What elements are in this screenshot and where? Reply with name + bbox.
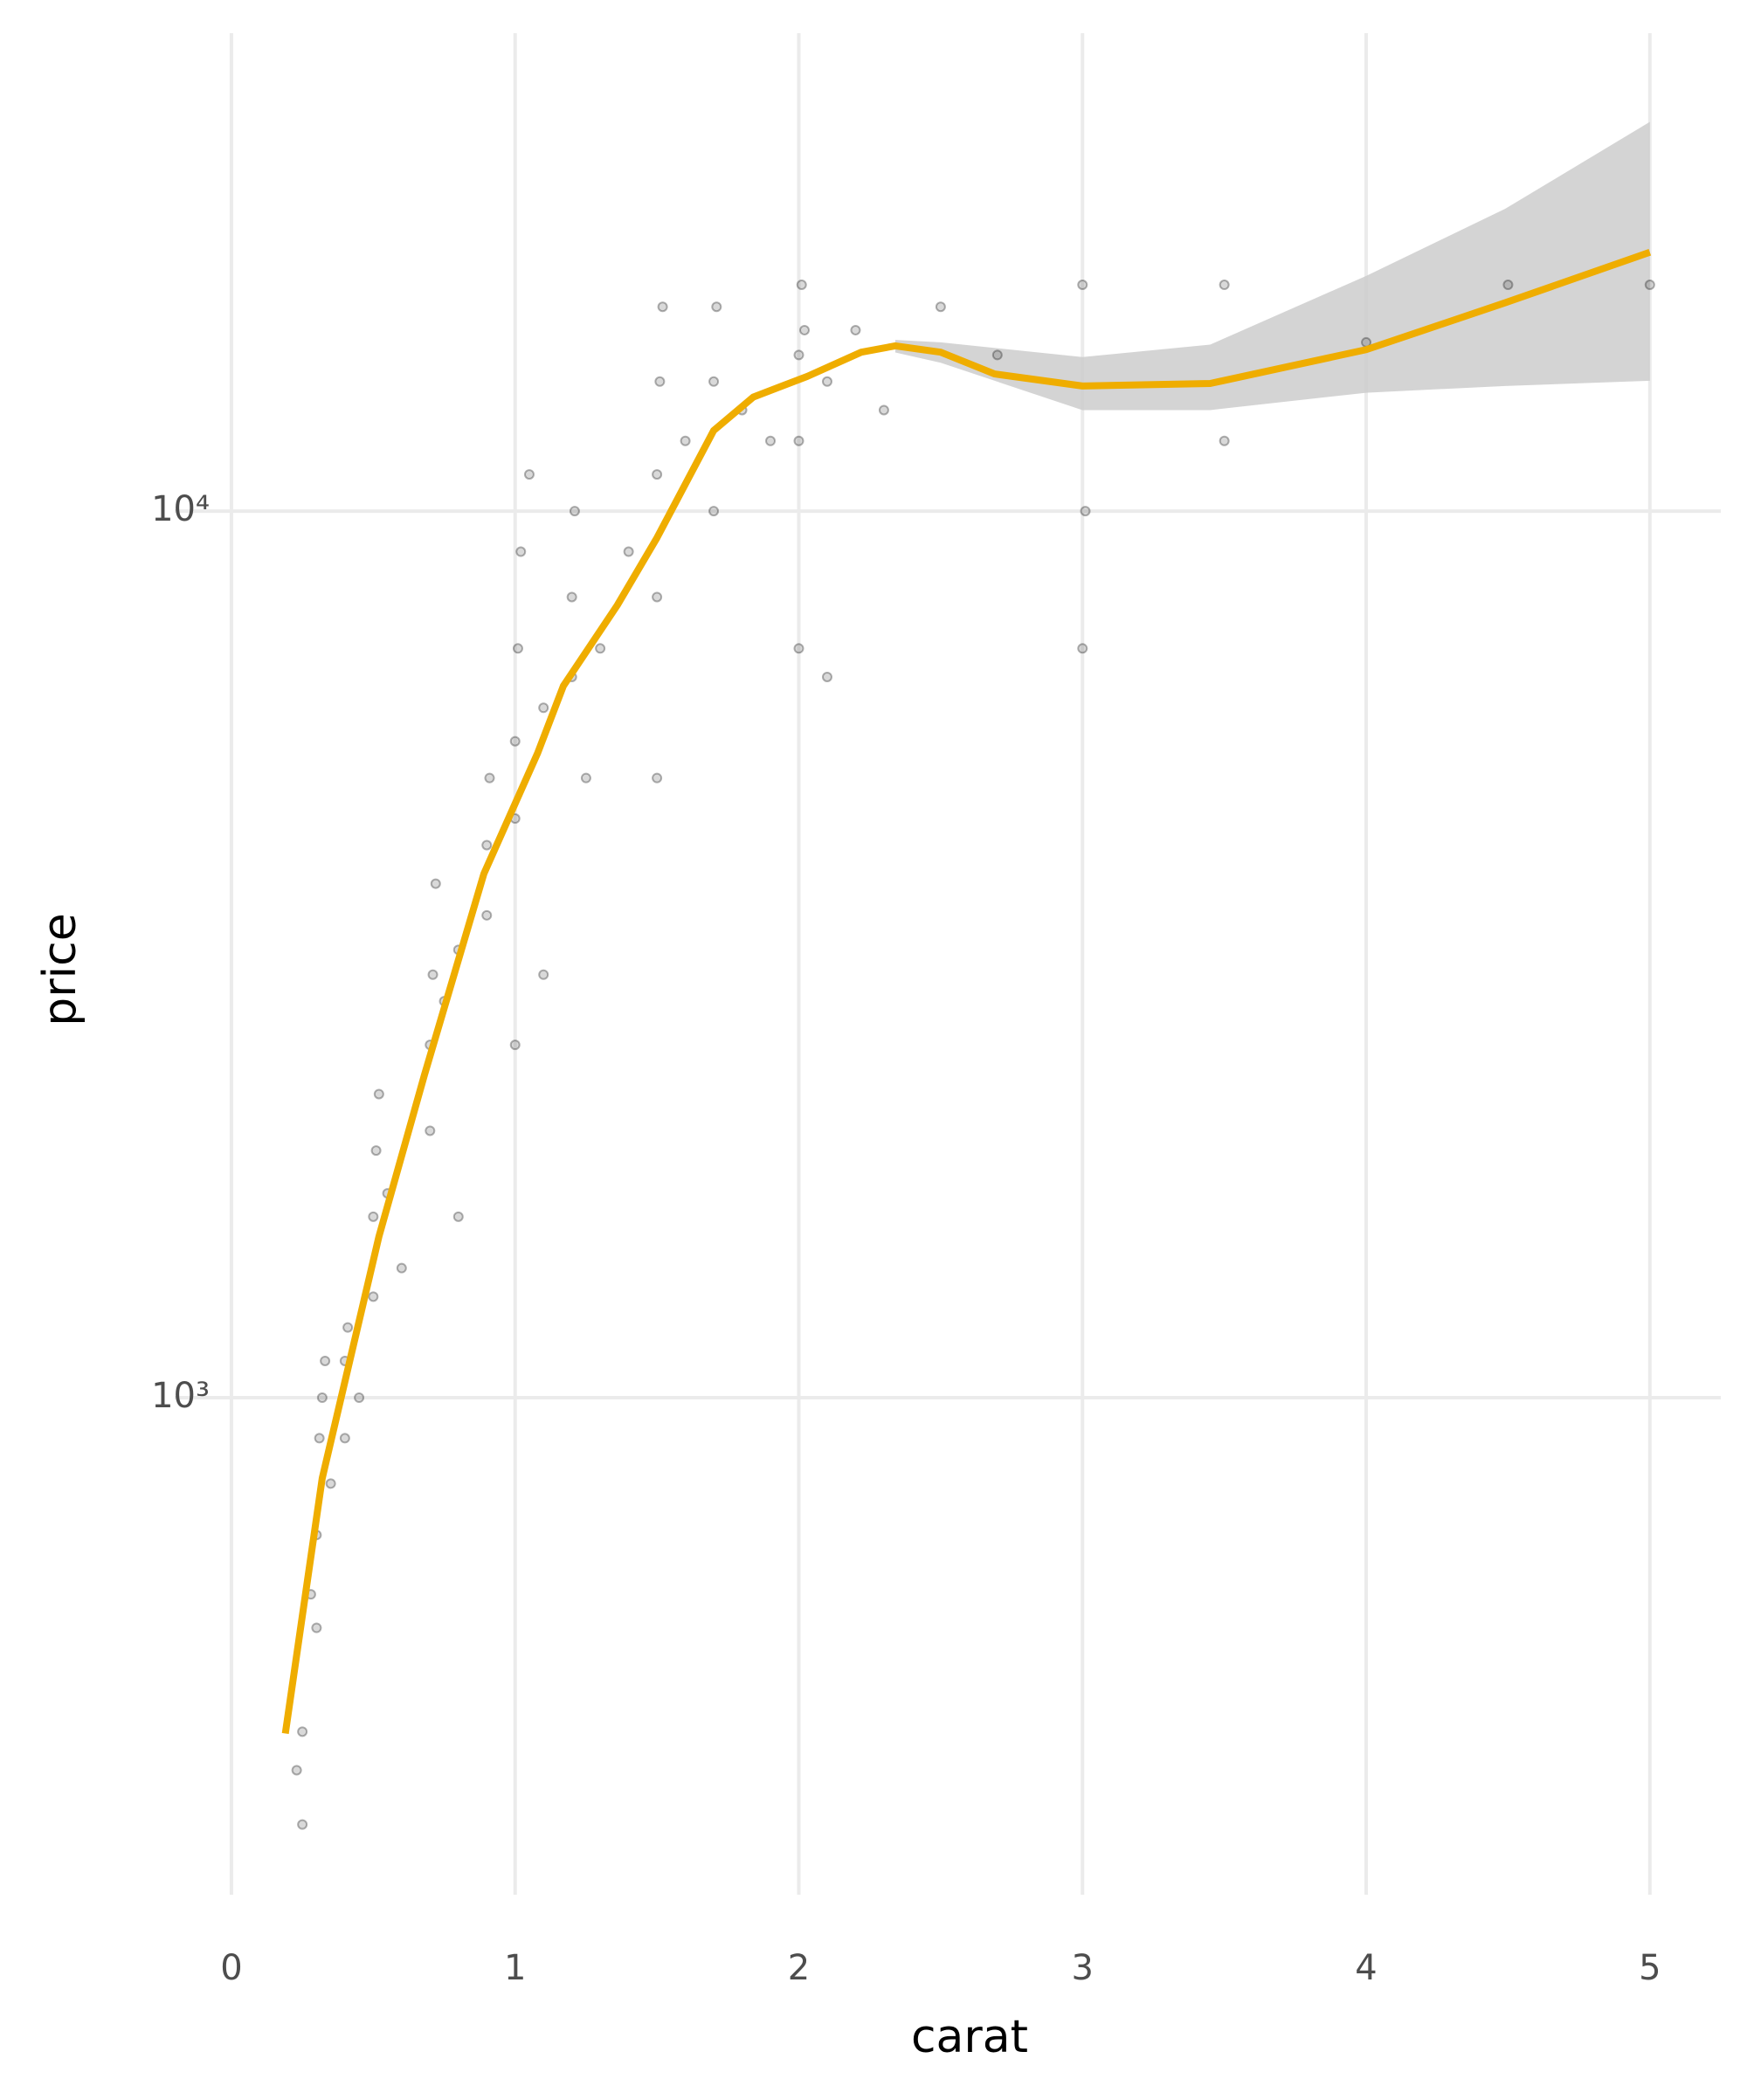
point: [1502, 280, 1514, 291]
point: [878, 404, 889, 416]
x-tick-label: 2: [788, 1948, 810, 1988]
smooth-line: [281, 248, 1652, 1735]
point: [850, 324, 861, 335]
point: [523, 469, 535, 480]
x-tick-label: 1: [504, 1948, 526, 1988]
point: [1219, 435, 1230, 446]
point: [796, 280, 807, 291]
point: [680, 435, 691, 446]
band-layer: [894, 121, 1650, 411]
point: [798, 324, 810, 335]
point: [368, 1211, 379, 1222]
point: [1080, 506, 1091, 517]
point: [297, 1726, 308, 1737]
point: [481, 839, 493, 851]
point: [481, 909, 493, 921]
point: [821, 376, 832, 387]
x-tick-label: 5: [1639, 1948, 1661, 1988]
point: [793, 349, 804, 361]
point: [623, 546, 634, 557]
point: [652, 469, 663, 480]
point: [765, 435, 777, 446]
points-layer: [291, 280, 1655, 1830]
x-tick-label: 4: [1355, 1948, 1377, 1988]
point: [316, 1392, 328, 1403]
point: [652, 772, 663, 784]
point: [538, 969, 549, 980]
point: [595, 643, 606, 654]
point: [425, 1125, 436, 1136]
point: [654, 376, 666, 387]
point: [320, 1355, 331, 1366]
point: [314, 1433, 325, 1444]
point: [711, 301, 722, 313]
point: [652, 591, 663, 603]
y-tick-label: 10⁴: [151, 489, 210, 529]
point: [512, 643, 523, 654]
point: [566, 591, 577, 603]
point: [373, 1088, 384, 1100]
y-axis-title: price: [34, 913, 86, 1026]
point: [342, 1322, 354, 1333]
point: [538, 702, 549, 714]
point: [1219, 280, 1230, 291]
point: [311, 1622, 322, 1634]
point: [297, 1819, 308, 1830]
point: [370, 1145, 382, 1157]
point: [793, 643, 804, 654]
point: [368, 1291, 379, 1302]
point: [430, 878, 441, 889]
point: [708, 506, 720, 517]
point: [291, 1765, 302, 1776]
point: [515, 546, 527, 557]
point: [354, 1392, 365, 1403]
point: [657, 301, 668, 313]
point: [396, 1262, 407, 1274]
confidence-band: [894, 121, 1650, 411]
point: [1077, 643, 1088, 654]
point: [427, 969, 438, 980]
x-tick-label: 3: [1072, 1948, 1094, 1988]
point: [339, 1433, 350, 1444]
x-axis-title: carat: [911, 2011, 1028, 2063]
point: [935, 301, 946, 313]
point: [580, 772, 591, 784]
point: [1644, 280, 1655, 291]
point: [569, 506, 580, 517]
point: [325, 1478, 336, 1489]
point: [509, 1040, 521, 1051]
x-tick-label: 0: [220, 1948, 242, 1988]
point: [708, 376, 720, 387]
point: [509, 736, 521, 747]
point: [1077, 280, 1088, 291]
point: [793, 435, 804, 446]
point: [991, 349, 1003, 361]
point: [821, 671, 832, 682]
y-tick-label: 10³: [151, 1376, 210, 1416]
point: [452, 1211, 464, 1222]
line-layer: [281, 248, 1652, 1735]
point: [484, 772, 495, 784]
